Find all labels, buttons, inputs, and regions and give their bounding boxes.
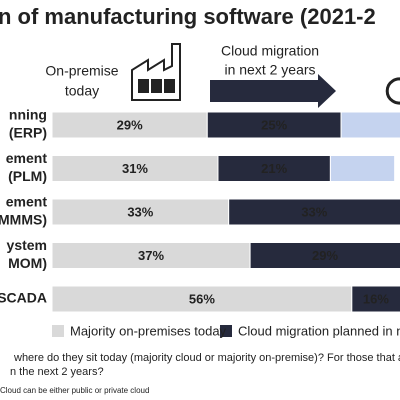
y-tick-label: SCADA <box>0 290 47 306</box>
y-tick-label: MOM) <box>8 255 47 271</box>
y-tick-label: (PLM) <box>8 168 47 184</box>
caption: On-premise <box>45 63 118 79</box>
data-label: 29% <box>312 248 338 263</box>
data-label: 29% <box>117 117 143 132</box>
factory-icon <box>131 43 181 101</box>
caption: in next 2 years <box>224 62 315 78</box>
data-label: 25% <box>261 117 287 132</box>
y-tick-label: ement <box>6 150 48 166</box>
bar-segment <box>340 111 400 139</box>
data-label: 37% <box>138 248 164 263</box>
data-label: 31% <box>122 161 148 176</box>
footnote: where do they sit today (majority cloud … <box>13 352 400 364</box>
legend-swatch <box>220 325 232 337</box>
data-label: 16% <box>363 291 389 306</box>
bar-segment <box>51 111 208 139</box>
y-tick-label: ement <box>6 194 48 210</box>
bar-segment <box>249 242 400 269</box>
legend-label: Majority on-premises today <box>70 323 227 338</box>
data-label: 33% <box>301 204 327 219</box>
bar-segment <box>228 198 400 226</box>
bar-segment <box>351 285 400 313</box>
chart-title: n of manufacturing software (2021-2 <box>0 4 376 29</box>
bar-segment <box>51 285 353 313</box>
bar-segment <box>329 155 396 182</box>
bar-segment <box>51 198 230 226</box>
arrow <box>210 74 336 108</box>
y-tick-label: nning <box>9 107 47 123</box>
y-tick-label: ystem <box>7 237 47 253</box>
data-label: 56% <box>189 291 215 306</box>
y-tick-label: MMMS) <box>0 212 47 228</box>
legend-swatch <box>52 325 64 337</box>
caption: today <box>65 83 99 99</box>
caption: Cloud migration <box>221 43 319 59</box>
icon <box>385 77 400 105</box>
y-tick-label: (ERP) <box>9 125 47 141</box>
footnote: Cloud can be either public or private cl… <box>0 386 149 395</box>
data-label: 21% <box>261 161 287 176</box>
bar-segment <box>206 111 342 139</box>
data-label: 33% <box>127 204 153 219</box>
footnote: n the next 2 years? <box>10 366 104 378</box>
legend-label: Cloud migration planned in next 2 <box>238 323 400 338</box>
bar-segment <box>51 155 219 182</box>
bar-segment <box>51 242 251 269</box>
plot: nning (ERP) 29% 25% ement (PLM) 31% 21% ement MMM… <box>0 107 400 313</box>
